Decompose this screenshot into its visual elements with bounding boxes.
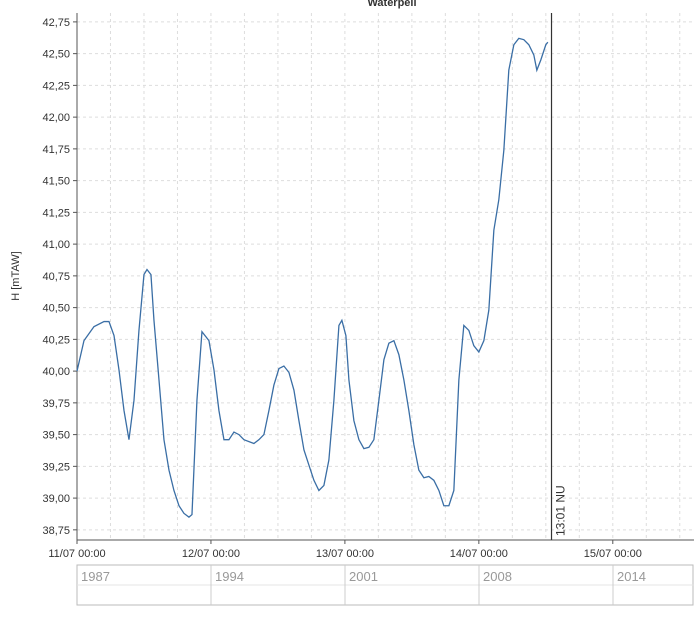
y-tick-label: 42,00 — [42, 112, 70, 124]
y-tick-label: 39,50 — [42, 430, 70, 442]
navigator-label: 2014 — [617, 569, 646, 584]
x-tick-label: 15/07 00:00 — [584, 548, 642, 560]
y-tick-label: 39,75 — [42, 398, 70, 410]
y-tick-label: 40,50 — [42, 303, 70, 315]
x-tick-label: 12/07 00:00 — [182, 548, 240, 560]
y-tick-label: 40,25 — [42, 334, 70, 346]
y-tick-label: 39,25 — [42, 461, 70, 473]
chart-title: Waterpeil — [367, 0, 416, 9]
navigator-label: 2001 — [349, 569, 378, 584]
y-tick-label: 42,25 — [42, 80, 70, 92]
y-tick-label: 42,50 — [42, 49, 70, 61]
marker-label: 13:01 NU — [554, 485, 568, 536]
navigator-label: 1994 — [215, 569, 244, 584]
y-tick-label: 41,00 — [42, 239, 70, 251]
data-line — [76, 37, 549, 518]
y-tick-label: 41,25 — [42, 207, 70, 219]
y-tick-label: 39,00 — [42, 493, 70, 505]
navigator-label: 2008 — [483, 569, 512, 584]
navigator-label: 1987 — [81, 569, 110, 584]
x-tick-label: 13/07 00:00 — [316, 548, 374, 560]
x-tick-label: 14/07 00:00 — [450, 548, 508, 560]
y-tick-label: 41,75 — [42, 144, 70, 156]
y-tick-label: 42,75 — [42, 17, 70, 29]
x-tick-label: 11/07 00:00 — [48, 548, 105, 560]
y-tick-label: 38,75 — [42, 525, 70, 537]
y-tick-label: 40,00 — [42, 366, 70, 378]
y-tick-label: 41,50 — [42, 176, 70, 188]
y-axis-label: H [mTAW] — [10, 251, 22, 301]
y-tick-label: 40,75 — [42, 271, 70, 283]
